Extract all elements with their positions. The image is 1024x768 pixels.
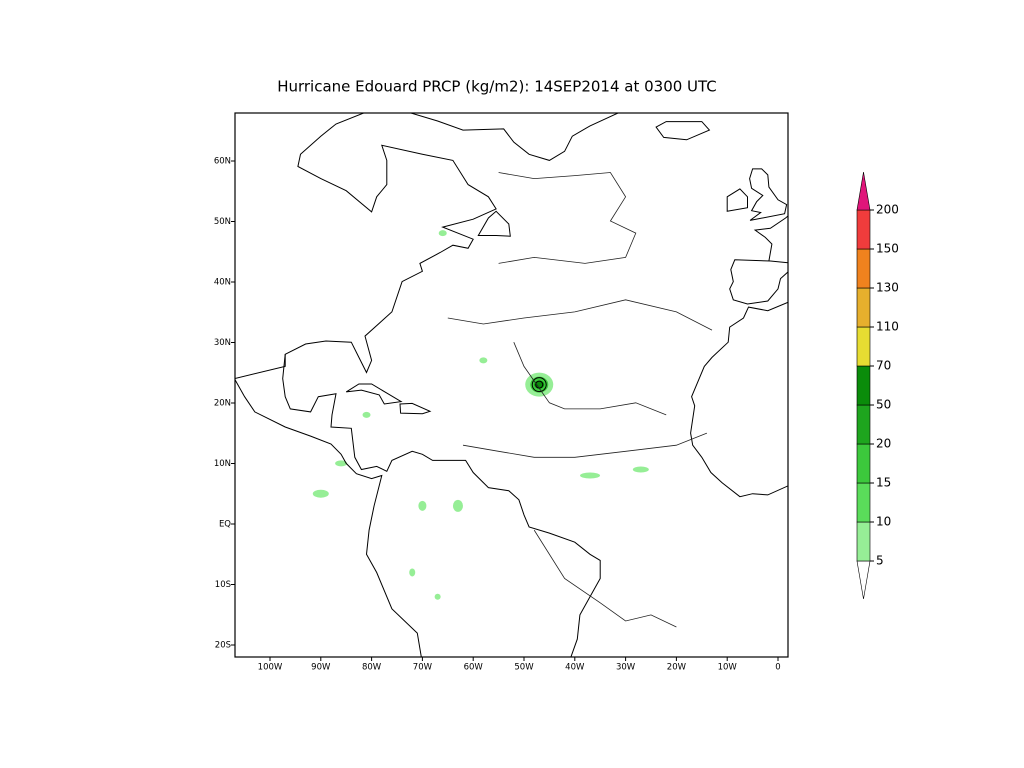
lon-label: 40W [565, 663, 585, 673]
precip-area [632, 466, 649, 473]
contour [513, 342, 667, 416]
coastline [399, 402, 432, 415]
colorbar-label: 20 [876, 437, 891, 451]
contour [462, 432, 708, 458]
lat-label: 10N [214, 459, 231, 469]
colorbar-segment [856, 248, 871, 289]
map-frame [234, 112, 789, 658]
coastline [655, 121, 711, 141]
colorbar-label: 50 [876, 398, 891, 412]
coastline [345, 383, 403, 405]
colorbar-label: 15 [876, 476, 891, 490]
colorbar-segment [856, 326, 871, 367]
colorbar-label: 70 [876, 359, 891, 373]
lon-label: 50W [514, 663, 534, 673]
colorbar-segment [856, 443, 871, 484]
colorbar-segment [856, 209, 871, 250]
lat-label: 60N [214, 157, 231, 167]
colorbar-segment [856, 521, 871, 562]
colorbar-label: 130 [876, 281, 899, 295]
colorbar-label: 5 [876, 554, 884, 568]
lat-label: 50N [214, 217, 231, 227]
colorbar-label: 110 [876, 320, 899, 334]
precip-area [479, 357, 488, 364]
lat-label: 20S [215, 641, 231, 651]
lat-label: EQ [219, 520, 231, 530]
lat-label: 40N [214, 278, 231, 288]
precip-area [335, 460, 348, 467]
colorbar-segment [856, 560, 871, 600]
lon-label: 10W [718, 663, 738, 673]
precip-area [438, 230, 447, 237]
colorbar-segment [856, 287, 871, 328]
lon-label: 80W [362, 663, 382, 673]
lon-label: 70W [413, 663, 433, 673]
coastline [235, 113, 497, 379]
coastline [477, 210, 511, 237]
lon-label: 0 [775, 663, 780, 673]
coastline [749, 168, 788, 221]
coastline [690, 301, 788, 498]
colorbar-label: 10 [876, 515, 891, 529]
colorbar-label: 200 [876, 203, 899, 217]
precip-area [580, 472, 601, 479]
coastline [235, 378, 422, 657]
lon-label: 100W [258, 663, 283, 673]
map-title: Hurricane Edouard PRCP (kg/m2): 14SEP201… [277, 78, 717, 96]
coastline [409, 113, 620, 161]
lon-label: 90W [311, 663, 331, 673]
lon-label: 60W [464, 663, 484, 673]
storm-contour [531, 377, 547, 393]
lon-label: 30W [616, 663, 636, 673]
coastline [726, 188, 748, 212]
coastline [753, 215, 788, 262]
precip-area [452, 499, 463, 512]
lat-label: 30N [214, 338, 231, 348]
colorbar-segment [856, 482, 871, 523]
lat-label: 20N [214, 399, 231, 409]
precip-area [312, 489, 329, 498]
precip-area [362, 411, 371, 418]
coastline [282, 354, 601, 657]
colorbar-segment [856, 171, 871, 211]
contour [533, 529, 677, 628]
colorbar-segment [856, 404, 871, 445]
coastline [729, 259, 788, 305]
precip-area [409, 568, 416, 577]
colorbar-segment [856, 365, 871, 406]
colorbar-label: 150 [876, 242, 899, 256]
precip-area [418, 500, 427, 511]
contour [498, 172, 637, 264]
precip-area [434, 593, 441, 600]
lat-label: 10S [215, 580, 231, 590]
map [235, 113, 788, 657]
lon-label: 20W [667, 663, 687, 673]
contour [447, 299, 713, 331]
